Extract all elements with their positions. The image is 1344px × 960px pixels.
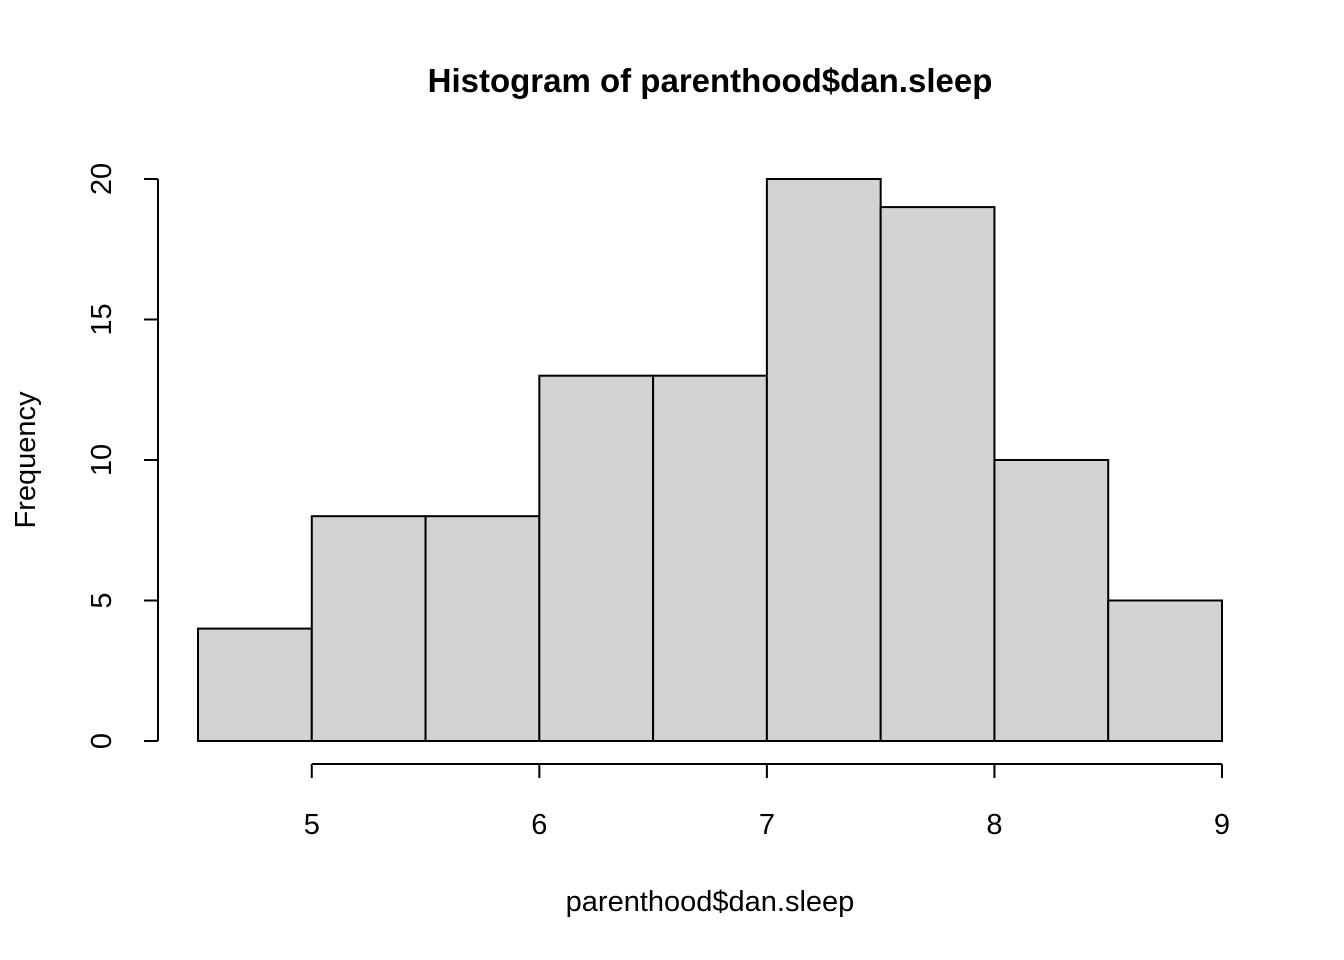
y-tick-label: 10 <box>86 444 118 476</box>
y-axis: 0 5 10 15 20 <box>86 163 159 749</box>
histogram-bar-2 <box>310 515 427 743</box>
histogram-bar-6 <box>765 178 882 742</box>
chart-title: Histogram of parenthood$dan.sleep <box>428 62 993 99</box>
histogram-bar-7 <box>879 206 996 743</box>
histogram-bar-1 <box>197 627 313 742</box>
bars-group <box>197 178 1223 743</box>
y-tick-label: 0 <box>86 733 118 749</box>
y-axis-label: Frequency <box>10 391 42 529</box>
x-axis-label: parenthood$dan.sleep <box>566 886 855 918</box>
histogram-bar-8 <box>993 459 1110 742</box>
histogram-bar-9 <box>1107 599 1223 742</box>
x-tick-label: 6 <box>531 809 547 841</box>
histogram-bar-5 <box>652 374 768 742</box>
histogram-bar-3 <box>424 515 541 743</box>
x-tick-label: 8 <box>986 809 1002 841</box>
x-tick-label: 5 <box>304 809 320 841</box>
x-axis: 5 6 7 8 9 <box>304 763 1230 841</box>
histogram-bar-4 <box>538 374 655 742</box>
x-tick-label: 7 <box>759 809 775 841</box>
y-tick-label: 15 <box>86 303 118 335</box>
y-tick-label: 5 <box>86 592 118 608</box>
x-tick-label: 9 <box>1214 809 1230 841</box>
y-tick-label: 20 <box>86 163 118 195</box>
